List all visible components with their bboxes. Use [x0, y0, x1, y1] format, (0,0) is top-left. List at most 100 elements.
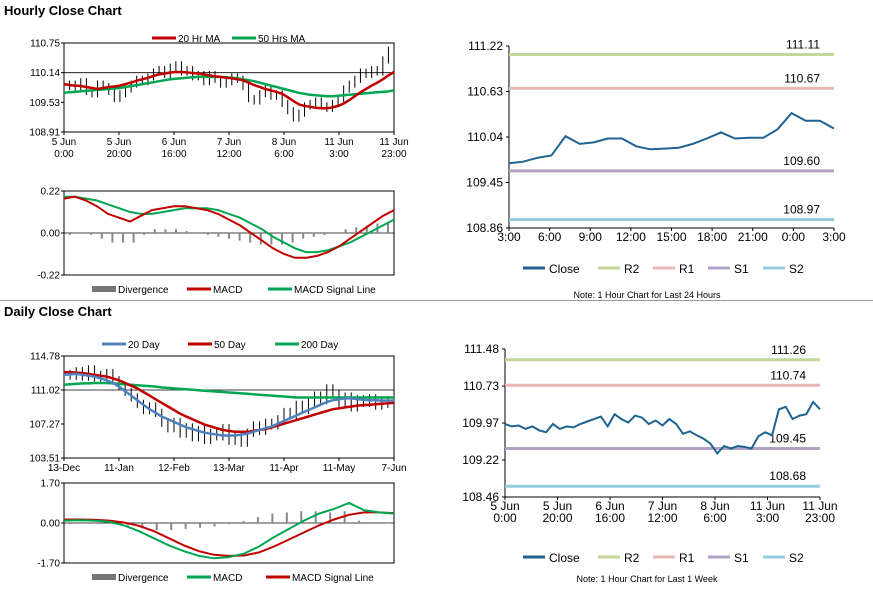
- daily-levels-y-tick-label: 109.22: [462, 453, 499, 467]
- hourly-macd-legend-swatch: [92, 286, 116, 292]
- daily-price-y-tick-label: 103.51: [29, 454, 60, 465]
- hourly-price-x-tick-label: 16:00: [161, 149, 186, 160]
- daily-levels-x-tick-label: 23:00: [805, 511, 835, 525]
- daily-price-x-tick-label: 13-Mar: [213, 463, 245, 474]
- daily-ma200-line: [63, 381, 394, 399]
- daily-macd-signal-line: [64, 511, 395, 557]
- daily-levels-close-line: [504, 400, 821, 455]
- hourly-levels-legend-label: S1: [734, 262, 749, 276]
- daily-macd-legend-label: Divergence: [118, 573, 169, 584]
- section-divider: [0, 300, 873, 301]
- daily-macd-y-tick-label: -1.70: [37, 559, 60, 570]
- hourly-levels-y-tick-label: 111.22: [468, 39, 503, 53]
- hourly-ma20-line: [63, 70, 395, 110]
- hourly-macd-y-tick-label: 0.00: [41, 229, 61, 240]
- daily-levels-x-tick-label: 3:00: [756, 511, 780, 525]
- hourly-price-x-tick-label: 5 Jun: [107, 137, 131, 148]
- daily-price-legend-label: 200 Day: [301, 340, 338, 351]
- daily-price-legend-label: 50 Day: [214, 340, 246, 351]
- daily-levels-note: Note: 1 Hour Chart for Last 1 Week: [577, 574, 718, 584]
- hourly-levels-legend-label: Close: [549, 262, 580, 276]
- daily-levels-legend-label: S2: [789, 551, 804, 565]
- hourly-price-x-tick-label: 12:00: [216, 149, 241, 160]
- hourly-price-y-tick-label: 110.14: [30, 68, 60, 79]
- daily-levels-level-label: 108.68: [769, 469, 806, 483]
- daily-macd-y-tick-label: 1.70: [41, 479, 61, 490]
- hourly-price-x-tick-label: 8 Jun: [272, 137, 296, 148]
- hourly-levels-y-tick-label: 108.86: [466, 221, 503, 235]
- daily-levels-x-tick-label: 20:00: [542, 511, 572, 525]
- daily-macd-legend-label: MACD Signal Line: [292, 573, 374, 584]
- daily-price-y-tick-label: 111.02: [31, 386, 61, 397]
- hourly-macd-macd-line: [63, 195, 395, 259]
- daily-levels-legend-label: R2: [624, 551, 640, 565]
- daily-levels-x-tick-label: 8 Jun: [700, 499, 729, 513]
- daily-levels-x-tick-label: 7 Jun: [648, 499, 677, 513]
- hourly-levels-x-tick-label: 18:00: [697, 230, 727, 244]
- hourly-macd-legend-label: MACD Signal Line: [294, 285, 376, 296]
- daily-price-x-tick-label: 11-May: [323, 463, 356, 474]
- hourly-section-title: Hourly Close Chart: [4, 3, 122, 18]
- daily-price-legend-label: 20 Day: [128, 340, 160, 351]
- hourly-levels-legend-label: S2: [789, 262, 804, 276]
- hourly-price-x-tick-label: 6:00: [274, 149, 294, 160]
- daily-price-x-tick-label: 13-Dec: [48, 463, 80, 474]
- hourly-levels-y-tick-label: 110.04: [467, 130, 503, 144]
- daily-price-y-tick-label: 107.27: [29, 420, 60, 431]
- daily-ma50-line: [64, 370, 395, 434]
- hourly-price-x-tick-label: 5 Jun: [52, 137, 76, 148]
- hourly-price-y-tick-label: 110.75: [30, 39, 60, 50]
- hourly-levels-x-tick-label: 21:00: [738, 230, 768, 244]
- daily-levels-y-tick-label: 111.48: [464, 342, 499, 356]
- hourly-levels-level-label: 110.67: [784, 71, 820, 85]
- hourly-levels-note: Note: 1 Hour Chart for Last 24 Hours: [573, 290, 721, 300]
- hourly-price-x-tick-label: 7 Jun: [217, 137, 241, 148]
- daily-macd-legend-label: MACD: [213, 573, 242, 584]
- daily-levels-legend-label: Close: [549, 551, 580, 565]
- daily-levels-x-tick-label: 11 Jun: [802, 499, 837, 513]
- hourly-levels-legend-label: R2: [624, 262, 640, 276]
- daily-section-title: Daily Close Chart: [4, 304, 112, 319]
- hourly-price-y-tick-label: 109.53: [29, 98, 60, 109]
- daily-levels-y-tick-label: 109.97: [462, 416, 499, 430]
- daily-levels-level-label: 110.74: [770, 368, 806, 382]
- daily-macd-macd-line: [63, 501, 395, 560]
- daily-levels-level-label: 109.45: [769, 431, 806, 445]
- hourly-macd-legend-label: Divergence: [118, 285, 169, 296]
- daily-macd-legend-swatch: [92, 574, 116, 580]
- daily-levels-x-tick-label: 11 Jun: [750, 499, 785, 513]
- hourly-levels-x-tick-label: 15:00: [656, 230, 686, 244]
- hourly-levels-level-label: 108.97: [783, 203, 820, 217]
- hourly-price-x-tick-label: 23:00: [381, 149, 406, 160]
- hourly-price-x-tick-label: 6 Jun: [162, 137, 186, 148]
- daily-levels-x-tick-label: 0:00: [493, 511, 517, 525]
- daily-levels-x-tick-label: 6 Jun: [595, 499, 624, 513]
- hourly-levels-x-tick-label: 9:00: [579, 230, 603, 244]
- daily-price-x-tick-label: 11-Apr: [269, 463, 299, 474]
- daily-price-x-tick-label: 11-Jan: [104, 463, 134, 474]
- hourly-levels-level-label: 109.60: [783, 154, 820, 168]
- hourly-levels-y-tick-label: 109.45: [466, 176, 503, 190]
- hourly-levels-legend-label: R1: [679, 262, 695, 276]
- hourly-levels-y-tick-label: 110.63: [467, 85, 503, 99]
- hourly-levels-x-tick-label: 12:00: [616, 230, 646, 244]
- daily-price-x-tick-label: 12-Feb: [158, 463, 190, 474]
- hourly-price-y-tick-label: 108.91: [29, 128, 60, 139]
- hourly-levels-x-tick-label: 6:00: [538, 230, 562, 244]
- hourly-price-legend-label: 20 Hr MA: [178, 34, 221, 45]
- daily-ma20-line: [63, 372, 394, 437]
- daily-levels-x-tick-label: 5 Jun: [490, 499, 519, 513]
- daily-levels-x-tick-label: 12:00: [647, 511, 677, 525]
- hourly-price-legend-label: 50 Hrs MA: [258, 34, 306, 45]
- hourly-levels-x-tick-label: 0:00: [782, 230, 806, 244]
- hourly-levels-level-label: 111.11: [786, 37, 820, 51]
- hourly-macd-legend-label: MACD: [213, 285, 242, 296]
- daily-macd-y-tick-label: 0.00: [41, 519, 61, 530]
- daily-levels-y-tick-label: 108.46: [462, 490, 499, 504]
- daily-levels-x-tick-label: 5 Jun: [543, 499, 572, 513]
- daily-levels-x-tick-label: 16:00: [595, 511, 625, 525]
- hourly-macd-signal-line: [64, 195, 395, 254]
- daily-levels-legend-label: S1: [734, 551, 749, 565]
- hourly-price-x-tick-label: 0:00: [54, 149, 74, 160]
